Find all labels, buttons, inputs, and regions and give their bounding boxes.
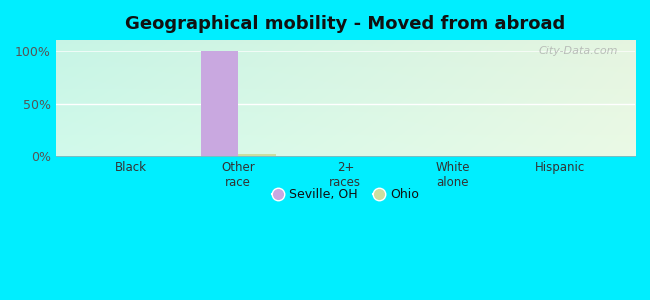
Text: City-Data.com: City-Data.com — [538, 46, 617, 56]
Legend: Seville, OH, Ohio: Seville, OH, Ohio — [266, 183, 424, 206]
Bar — [201, 51, 238, 156]
Title: Geographical mobility - Moved from abroad: Geographical mobility - Moved from abroa… — [125, 15, 566, 33]
Bar — [238, 154, 276, 156]
